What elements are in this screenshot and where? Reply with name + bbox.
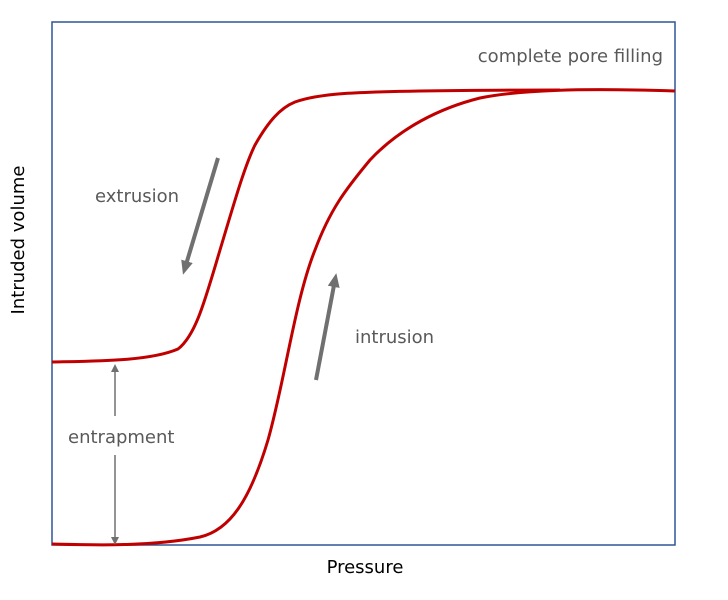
intrusion-curve	[51, 88, 676, 547]
plot-frame	[51, 21, 676, 546]
x-axis-label: Pressure	[327, 557, 404, 578]
complete-pore-filling-label: complete pore filling	[478, 46, 663, 67]
extrusion-label: extrusion	[95, 186, 179, 207]
entrapment-label: entrapment	[68, 427, 174, 448]
extrusion-curve	[51, 88, 561, 364]
intrusion-arrow-icon	[314, 273, 340, 381]
intrusion-label: intrusion	[355, 327, 434, 348]
extrusion-arrow-icon	[181, 157, 220, 275]
y-axis-label: Intruded volume	[8, 166, 29, 315]
